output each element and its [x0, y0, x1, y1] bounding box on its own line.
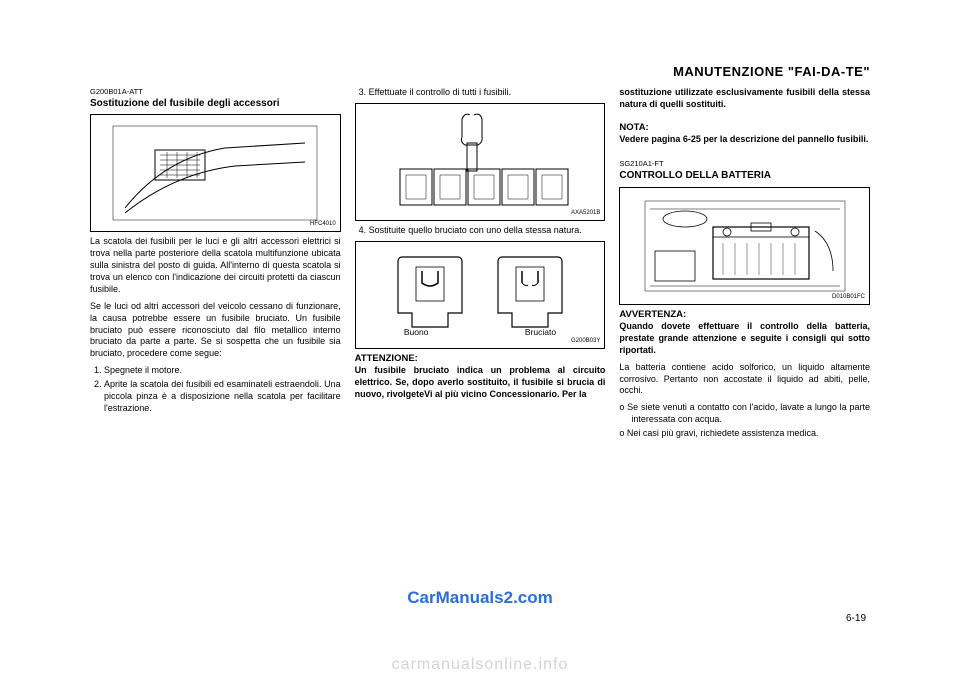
nota-body: Vedere pagina 6-25 per la descrizione de… [619, 134, 870, 146]
page-title: MANUTENZIONE "FAI-DA-TE" [80, 60, 880, 85]
battery-illustration [635, 191, 855, 301]
body-paragraph: La batteria contiene acido solforico, un… [619, 362, 870, 398]
body-paragraph: Se le luci od altri accessori del veicol… [90, 301, 341, 360]
body-paragraph: La scatola dei fusibili per le luci e gl… [90, 236, 341, 295]
list-item: Nei casi più gravi, richiedete assistenz… [619, 428, 870, 440]
list-item: Sostituite quello bruciato con uno della… [369, 225, 606, 237]
column-3: sostituzione utilizzate esclusivamente f… [619, 87, 870, 442]
fuse-label-bad: Bruciato [525, 327, 556, 338]
figure-fuse-check: AXA5201B [355, 103, 606, 221]
list-item: Effettuate il controllo di tutti i fusib… [369, 87, 606, 99]
fuse-check-illustration [370, 107, 590, 217]
bullet-list: Se siete venuti a contatto con l'acido, … [619, 402, 870, 440]
avvertenza-title: AVVERTENZA: [619, 309, 870, 322]
content-columns: G200B01A-ATT Sostituzione del fusibile d… [80, 85, 880, 442]
watermark-carmanualsonline: carmanualsonline.info [0, 656, 960, 674]
figure-code: HFC4010 [310, 221, 336, 229]
attenzione-title: ATTENZIONE: [355, 353, 606, 366]
nota-title: NOTA: [619, 122, 870, 135]
avvertenza-body: Quando dovete effettuare il controllo de… [619, 321, 870, 357]
list-item: Spegnete il motore. [104, 365, 341, 377]
page-number: 6-19 [846, 613, 866, 624]
manual-page: MANUTENZIONE "FAI-DA-TE" G200B01A-ATT So… [80, 60, 880, 630]
section-title: CONTROLLO DELLA BATTERIA [619, 170, 870, 183]
list-item: Aprite la scatola dei fusibili ed esamin… [104, 379, 341, 415]
attenzione-body: Un fusibile bruciato indica un problema … [355, 365, 606, 401]
figure-fuse-compare: Buono Bruciato G200B03Y [355, 241, 606, 349]
section-code: SG210A1-FT [619, 159, 870, 169]
figure-code: D010B01FC [832, 294, 865, 302]
figure-code: AXA5201B [571, 210, 600, 218]
continuation-body: sostituzione utilizzate esclusivamente f… [619, 87, 870, 111]
steps-list-cont2: Sostituite quello bruciato con uno della… [355, 225, 606, 237]
section-code: G200B01A-ATT [90, 87, 341, 97]
figure-fusebox: HFC4010 [90, 114, 341, 232]
figure-battery: D010B01FC [619, 187, 870, 305]
fuse-label-good: Buono [404, 327, 429, 338]
watermark-carmanuals2: CarManuals2.com [80, 588, 880, 608]
steps-list-cont: Effettuate il controllo di tutti i fusib… [355, 87, 606, 99]
fusebox-illustration [105, 118, 325, 228]
fuse-labels: Buono Bruciato [356, 327, 605, 338]
section-title: Sostituzione del fusibile degli accessor… [90, 98, 341, 111]
figure-code: G200B03Y [571, 338, 600, 346]
steps-list: Spegnete il motore. Aprite la scatola de… [90, 365, 341, 415]
column-1: G200B01A-ATT Sostituzione del fusibile d… [90, 87, 341, 442]
list-item: Se siete venuti a contatto con l'acido, … [619, 402, 870, 426]
column-2: Effettuate il controllo di tutti i fusib… [355, 87, 606, 442]
